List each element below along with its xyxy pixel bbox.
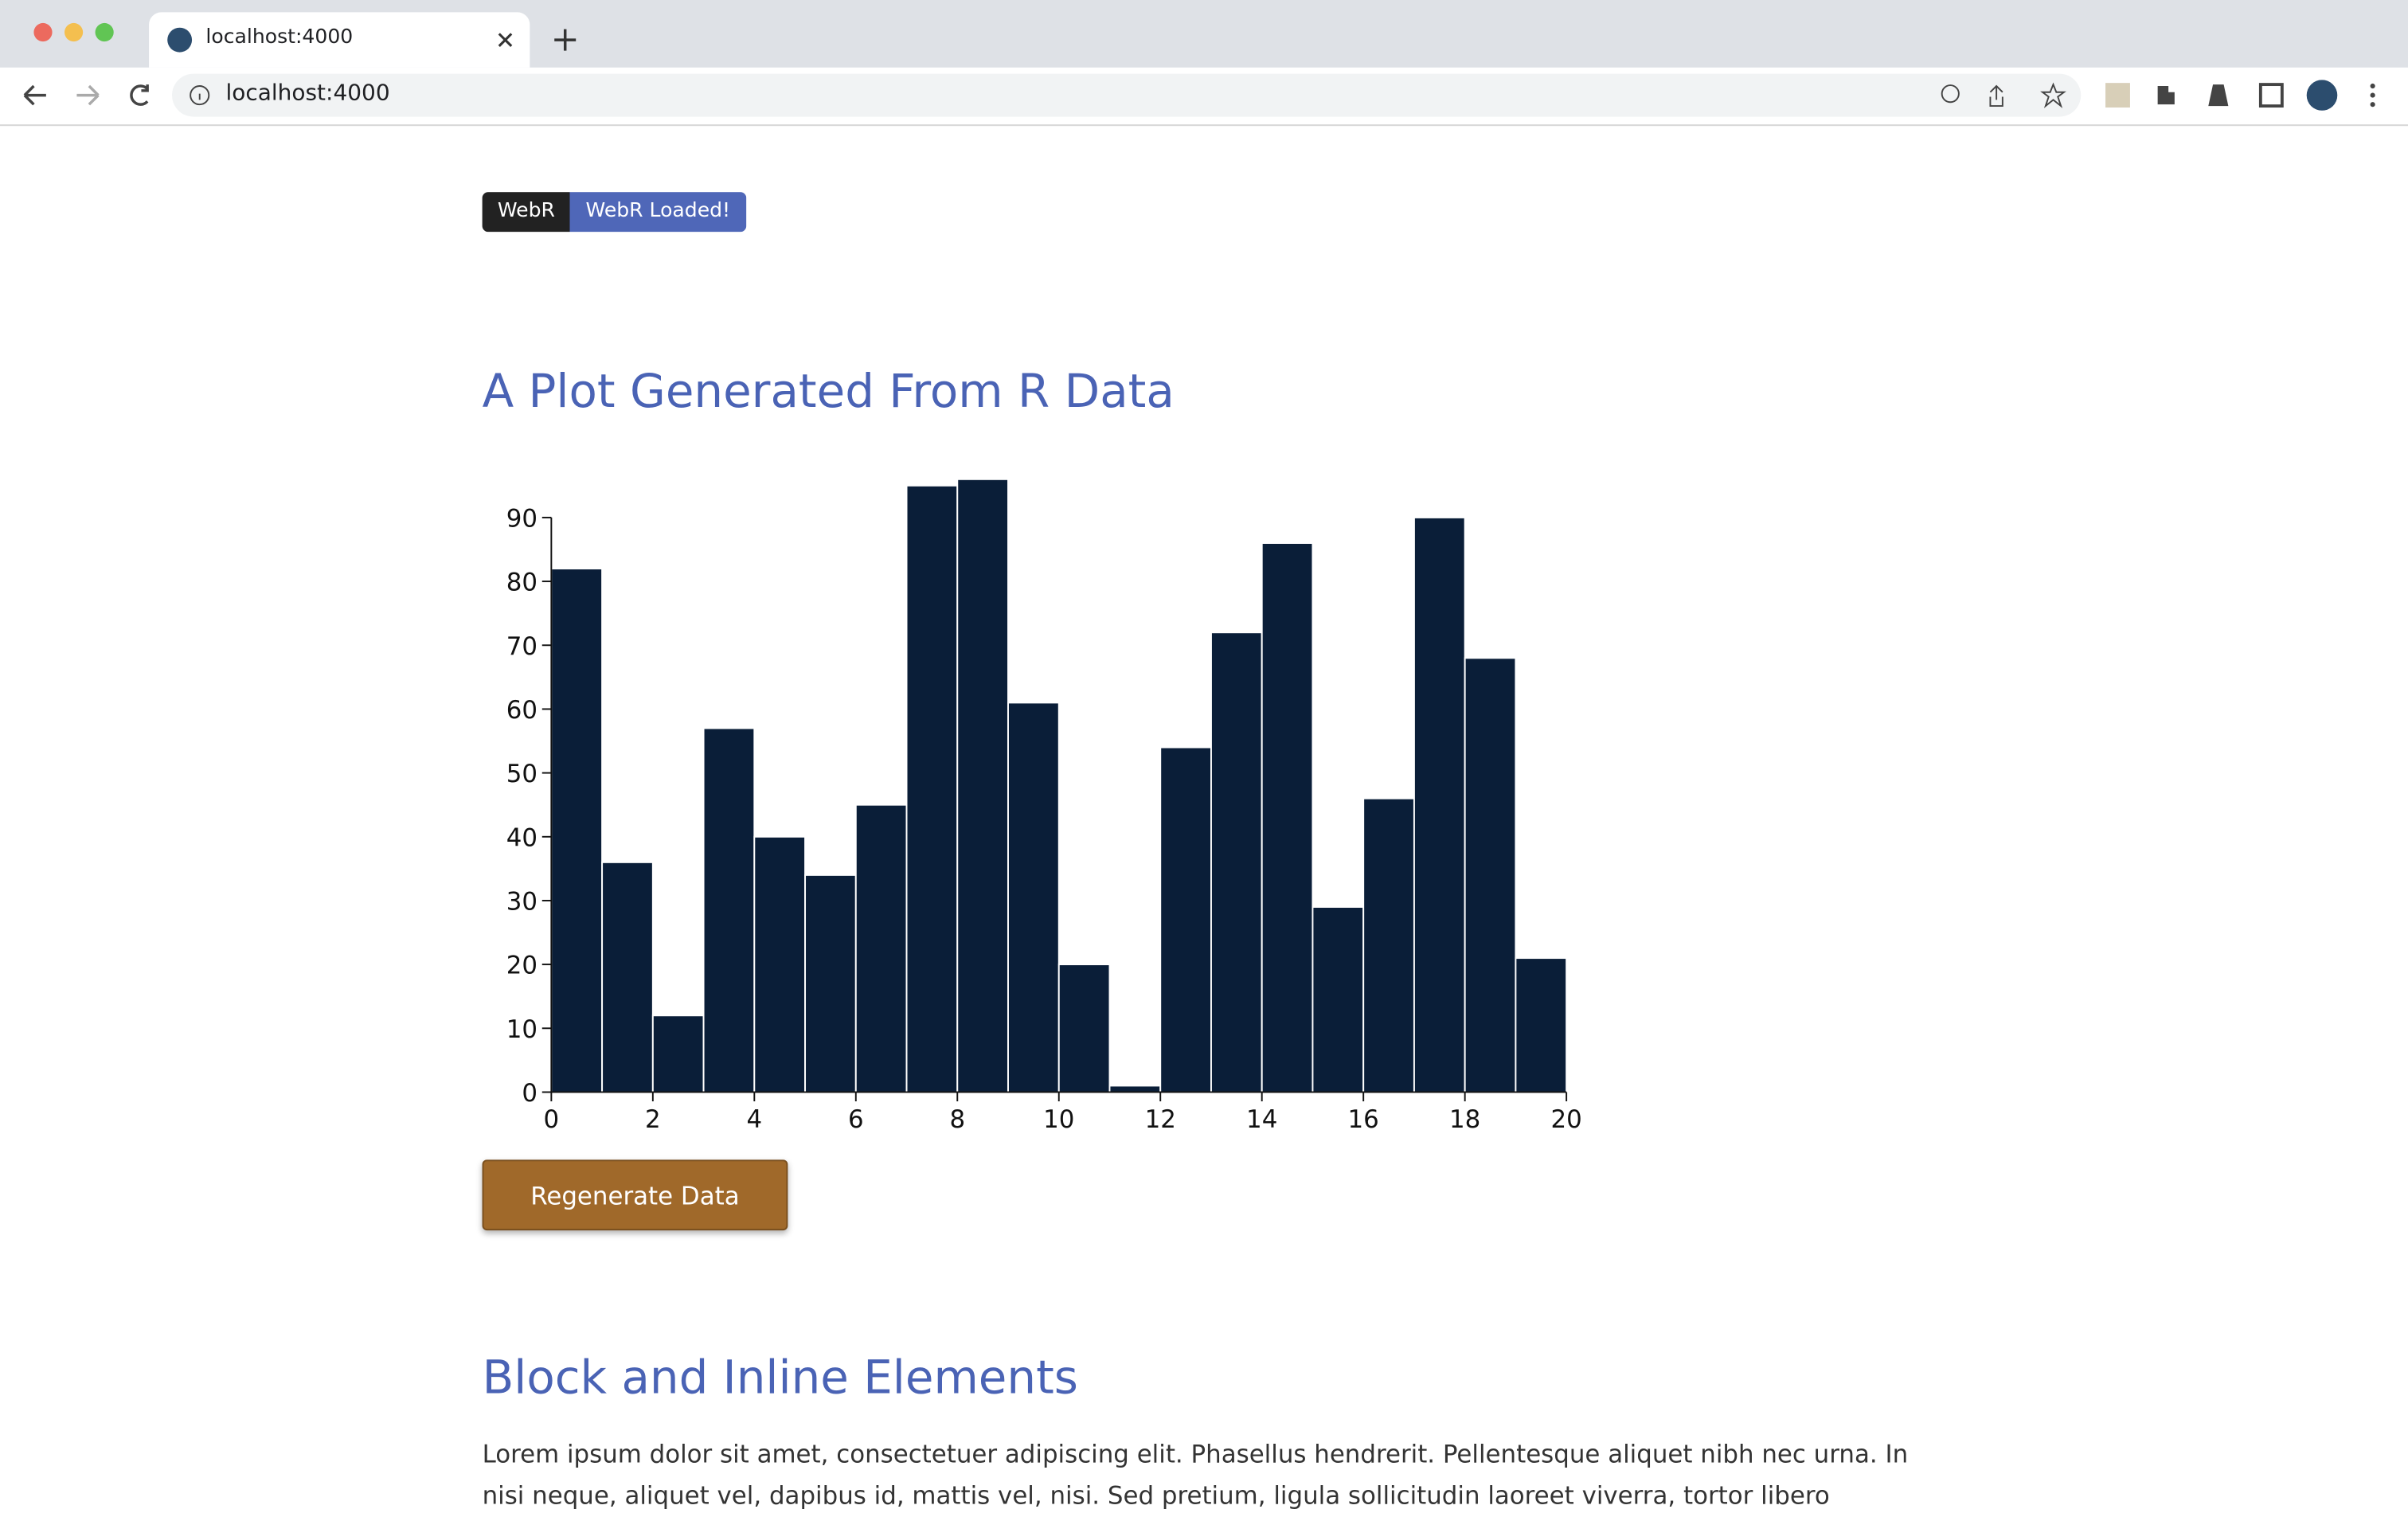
side-panel[interactable] — [2258, 83, 2284, 108]
bar — [1515, 957, 1568, 1093]
tab-favicon — [167, 27, 193, 53]
bar — [1312, 906, 1365, 1093]
bar — [1108, 1085, 1162, 1093]
share[interactable] — [1989, 84, 2003, 108]
nav-buttons — [23, 84, 149, 106]
y-tick-label: 90 — [506, 504, 538, 533]
y-tick-label: 0 — [522, 1079, 538, 1108]
bar — [854, 803, 908, 1093]
x-tick-label: 8 — [949, 1105, 965, 1134]
bar — [651, 1015, 705, 1093]
y-tick-label: 30 — [506, 888, 538, 917]
y-tick-label: 80 — [506, 569, 538, 597]
menu[interactable] — [2370, 83, 2375, 108]
page-heading: A Plot Generated From R Data — [482, 366, 1175, 420]
x-tick-label: 14 — [1246, 1105, 1277, 1134]
bar — [601, 861, 654, 1093]
url: localhost:4000 — [225, 81, 390, 107]
back[interactable] — [23, 84, 46, 106]
maximize-window[interactable] — [95, 22, 114, 42]
y-tick-label: 60 — [506, 696, 538, 725]
x-tick-label: 20 — [1551, 1105, 1582, 1134]
forward[interactable] — [76, 84, 100, 106]
section-heading: Block and Inline Elements — [482, 1351, 1078, 1405]
bar — [804, 874, 857, 1093]
x-tick-label: 16 — [1348, 1105, 1379, 1134]
bar — [956, 478, 1009, 1093]
bar — [1057, 964, 1111, 1093]
labs[interactable] — [2208, 84, 2229, 107]
bar — [550, 568, 604, 1093]
x-tick-label: 4 — [746, 1105, 762, 1134]
reload[interactable] — [130, 84, 149, 106]
x-tick-label: 6 — [848, 1105, 864, 1134]
site-info[interactable] — [189, 84, 210, 106]
extension[interactable] — [2105, 83, 2130, 108]
x-tick-label: 0 — [544, 1105, 560, 1134]
bar — [753, 835, 807, 1093]
tab[interactable] — [149, 12, 530, 68]
x-tick-label: 2 — [645, 1105, 661, 1134]
y-tick-label: 50 — [506, 760, 538, 788]
badge-status: WebR Loaded! — [570, 192, 746, 233]
bar — [1464, 657, 1517, 1093]
bookmark[interactable] — [2040, 82, 2066, 108]
tab-title: localhost:4000 — [205, 25, 354, 49]
bar — [1210, 631, 1263, 1093]
chart: 0 10 20 30 40 50 60 70 80 90 0 2 4 6 8 10 12 14 16 18 20 — [506, 478, 1582, 1134]
bar — [905, 484, 959, 1093]
paragraph: Lorem ipsum dolor sit amet, consectetuer… — [482, 1439, 1909, 1511]
new-tab[interactable] — [551, 26, 579, 54]
y-tick-label: 20 — [506, 952, 538, 980]
regenerate-button[interactable]: Regenerate Data — [482, 1159, 788, 1231]
minimize-window[interactable] — [64, 22, 84, 42]
address-bar[interactable] — [171, 73, 2082, 117]
bar — [1362, 797, 1415, 1093]
bar — [1007, 702, 1060, 1093]
badge-label: WebR — [482, 192, 571, 233]
y-tick-label: 40 — [506, 823, 538, 852]
bar — [1413, 516, 1466, 1093]
tab-close[interactable] — [494, 29, 516, 51]
window-controls — [33, 22, 114, 42]
bar — [1159, 746, 1212, 1093]
bar — [702, 727, 756, 1093]
y-tick-label: 70 — [506, 632, 538, 661]
bar — [1261, 542, 1314, 1093]
y-tick-label: 10 — [506, 1015, 538, 1044]
x-tick-label: 18 — [1449, 1105, 1480, 1134]
zoom[interactable] — [1941, 84, 1960, 104]
extensions[interactable] — [2157, 86, 2175, 105]
profile[interactable] — [2306, 80, 2338, 111]
status-badge: WebR WebR Loaded! — [482, 192, 746, 233]
x-tick-label: 10 — [1043, 1105, 1074, 1134]
toolbar-icons — [1941, 80, 2375, 111]
x-tick-label: 12 — [1145, 1105, 1176, 1134]
close-window[interactable] — [33, 22, 53, 42]
